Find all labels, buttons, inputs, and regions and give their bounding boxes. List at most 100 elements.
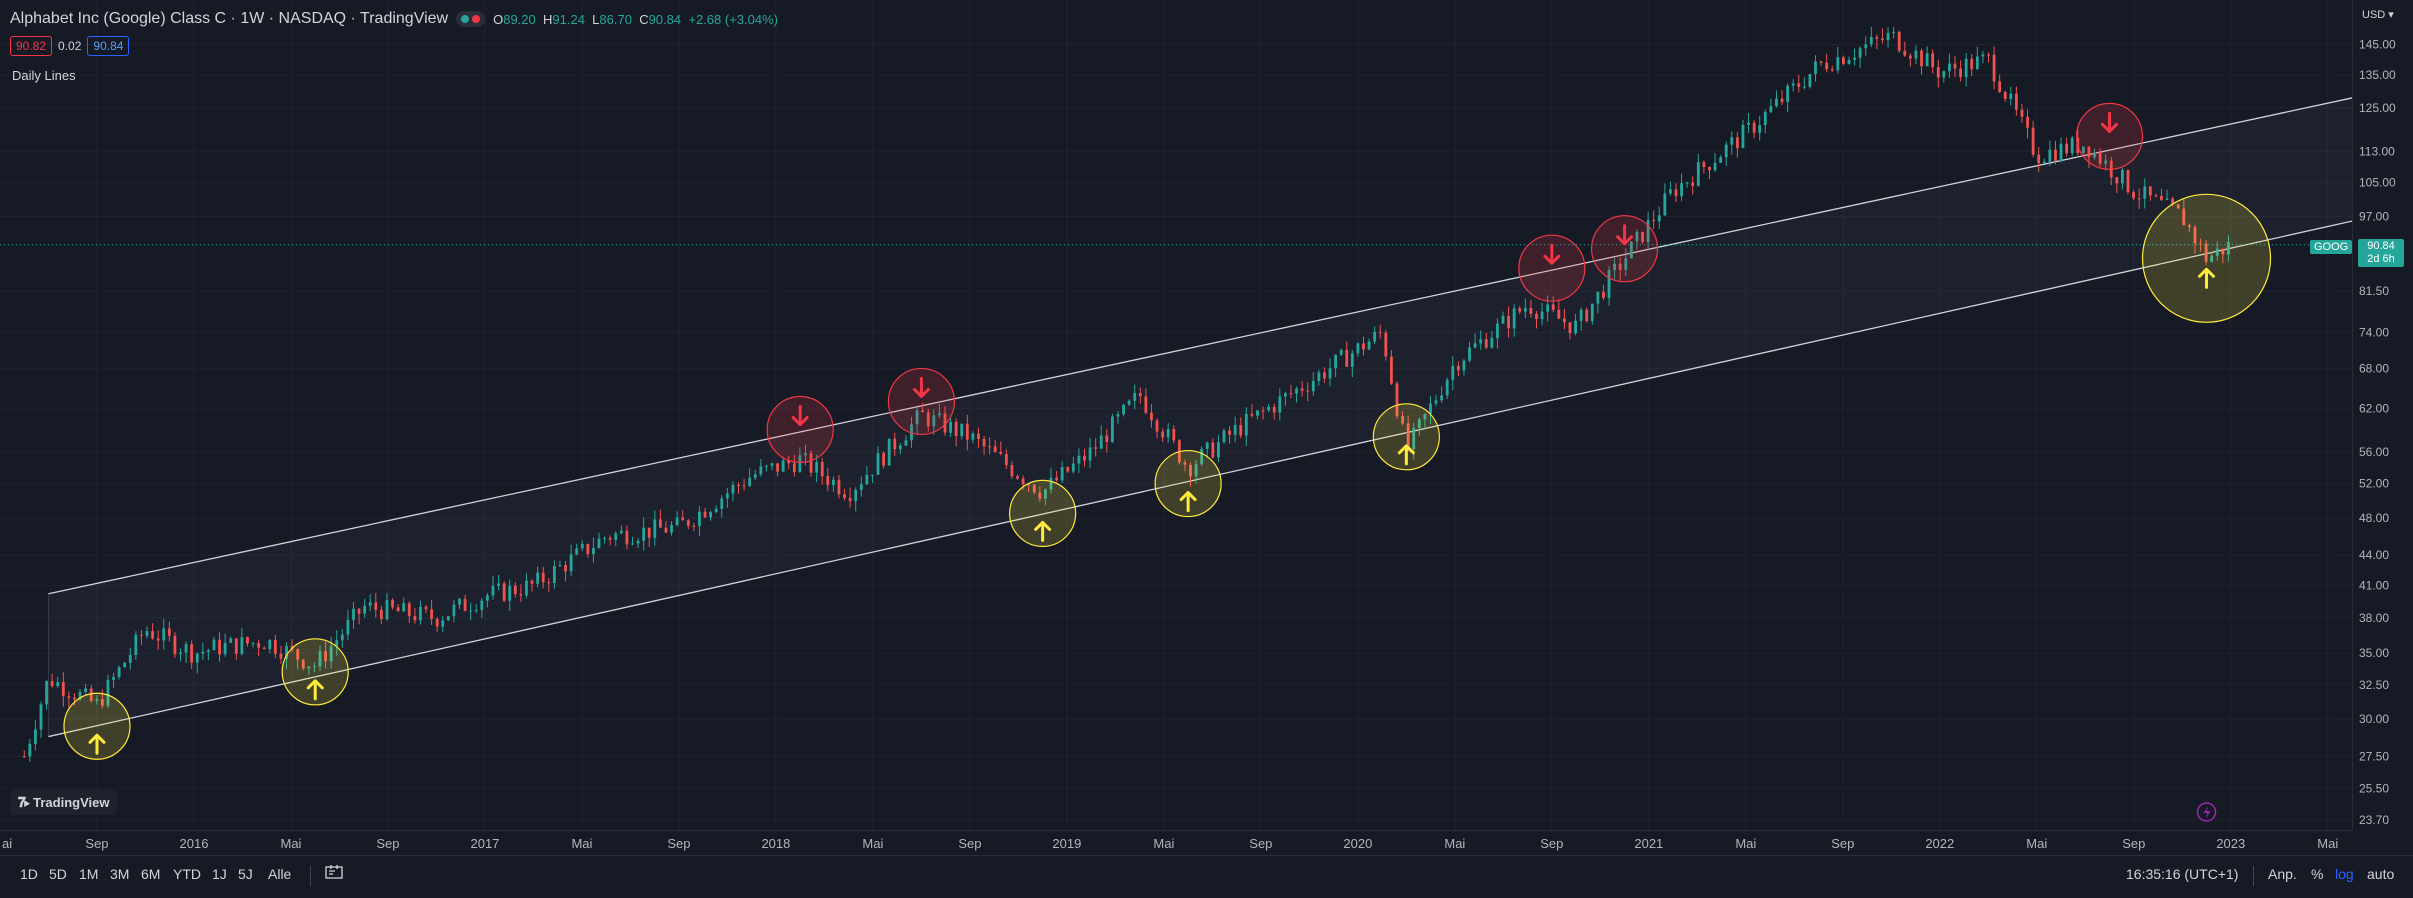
candle: [1250, 404, 1254, 418]
candle-body: [1127, 400, 1131, 405]
candle-body: [28, 743, 32, 757]
low-label: L: [592, 11, 600, 27]
candle-body: [954, 421, 958, 437]
candle-body: [1183, 462, 1187, 465]
candle: [898, 442, 902, 455]
candle-body: [1825, 62, 1829, 70]
candle: [826, 467, 830, 492]
candle: [1155, 418, 1159, 439]
candle: [1283, 391, 1287, 406]
candle-body: [1133, 393, 1137, 401]
candle: [1150, 404, 1153, 428]
range-5d-button[interactable]: 5D: [49, 866, 67, 882]
candle: [1228, 426, 1231, 444]
candle: [39, 701, 43, 738]
candle: [2126, 169, 2130, 195]
bid-price[interactable]: 90.82: [10, 36, 53, 56]
candle-body: [279, 653, 283, 659]
candle-body: [179, 652, 182, 655]
candle-body: [1568, 322, 1572, 334]
candle-body: [1088, 447, 1092, 461]
candle-body: [1417, 419, 1421, 428]
time-axis[interactable]: ai Sep 2016 Mai Sep 2017 Mai Sep 2018 Mai Sep 2019 M…: [0, 830, 2352, 855]
candle: [1730, 131, 1734, 156]
candle: [882, 451, 886, 469]
candle: [257, 639, 261, 657]
ask-price[interactable]: 90.84: [87, 36, 130, 56]
candle-body: [1445, 379, 1449, 396]
candle-body: [396, 607, 400, 612]
currency-label[interactable]: USD ▾: [2362, 9, 2394, 21]
candle: [809, 450, 813, 477]
candle-body: [1323, 372, 1326, 379]
candle: [1105, 428, 1109, 453]
candle-body: [999, 452, 1003, 455]
candle-body: [2037, 154, 2041, 164]
range-5j-button[interactable]: 5J: [238, 866, 253, 882]
candle: [1920, 48, 1923, 75]
candle-body: [1847, 59, 1851, 64]
candle-body: [1992, 54, 1996, 82]
candle-body: [2193, 227, 2197, 244]
adjust-button[interactable]: Anp.: [2268, 866, 2297, 882]
candle: [2148, 186, 2152, 201]
range-1d-button[interactable]: 1D: [20, 866, 38, 882]
candle: [921, 402, 925, 413]
price-tick-label: 35.00: [2359, 646, 2389, 660]
range-6m-button[interactable]: 6M: [141, 866, 161, 882]
candle-body: [1032, 484, 1036, 493]
candle-body: [22, 756, 26, 758]
time-tick-label: 2021: [1634, 836, 1663, 851]
time-tick-label: Mai: [862, 836, 883, 851]
candle: [1780, 90, 1784, 105]
candle-body: [352, 608, 355, 620]
candle-body: [1194, 464, 1198, 477]
chart-canvas[interactable]: [0, 0, 2352, 830]
candle: [1083, 448, 1086, 467]
candle-body: [2204, 243, 2208, 262]
range-1j-button[interactable]: 1J: [212, 866, 227, 882]
auto-scale-button[interactable]: auto: [2367, 866, 2395, 882]
sell-marker-circle: [1590, 215, 1659, 283]
candle: [1992, 46, 1996, 90]
candle: [1116, 411, 1120, 424]
candle: [720, 495, 724, 518]
candle: [887, 438, 891, 466]
candle-body: [1189, 464, 1192, 477]
candle-body: [1975, 56, 1979, 70]
symbol-title[interactable]: Alphabet Inc (Google) Class C · 1W · NAS…: [10, 10, 449, 27]
candle: [34, 720, 37, 751]
time-tick-label: Sep: [1831, 836, 1854, 851]
range-ytd-button[interactable]: YTD: [173, 866, 201, 882]
candle-body: [45, 681, 48, 705]
candle-body: [943, 413, 947, 433]
candle: [234, 638, 238, 660]
indicator-label[interactable]: Daily Lines: [12, 68, 76, 83]
candle-body: [1289, 393, 1293, 395]
candle-body: [1205, 442, 1209, 449]
percent-scale-button[interactable]: %: [2311, 866, 2324, 882]
candle-body: [407, 603, 411, 617]
candle-body: [1624, 258, 1628, 270]
price-tick-label: 23.70: [2359, 813, 2389, 827]
visibility-toggle[interactable]: [456, 11, 486, 27]
range-1m-button[interactable]: 1M: [79, 866, 99, 882]
candle-body: [1306, 390, 1310, 392]
candle: [1044, 488, 1047, 506]
go-to-date-icon[interactable]: [325, 864, 343, 883]
sell-marker: [2075, 102, 2144, 170]
chart-area[interactable]: [0, 0, 2352, 830]
range-3m-button[interactable]: 3M: [110, 866, 130, 882]
candle: [1546, 295, 1550, 322]
price-axis[interactable]: 145.00 135.00 125.00 113.00 105.00 97.00 81.50…: [2352, 0, 2413, 830]
candle-body: [781, 460, 785, 472]
candle-body: [1083, 455, 1086, 461]
candle-body: [2137, 198, 2141, 200]
tradingview-logo[interactable]: 𝟕▸ TradingView: [10, 790, 118, 815]
candle-body: [1886, 32, 1890, 41]
log-scale-button[interactable]: log: [2335, 866, 2354, 882]
candle-body: [2093, 152, 2096, 158]
clock-display[interactable]: 16:35:16 (UTC+1): [2126, 866, 2239, 882]
range-all-button[interactable]: Alle: [268, 866, 292, 882]
candle: [647, 527, 651, 547]
